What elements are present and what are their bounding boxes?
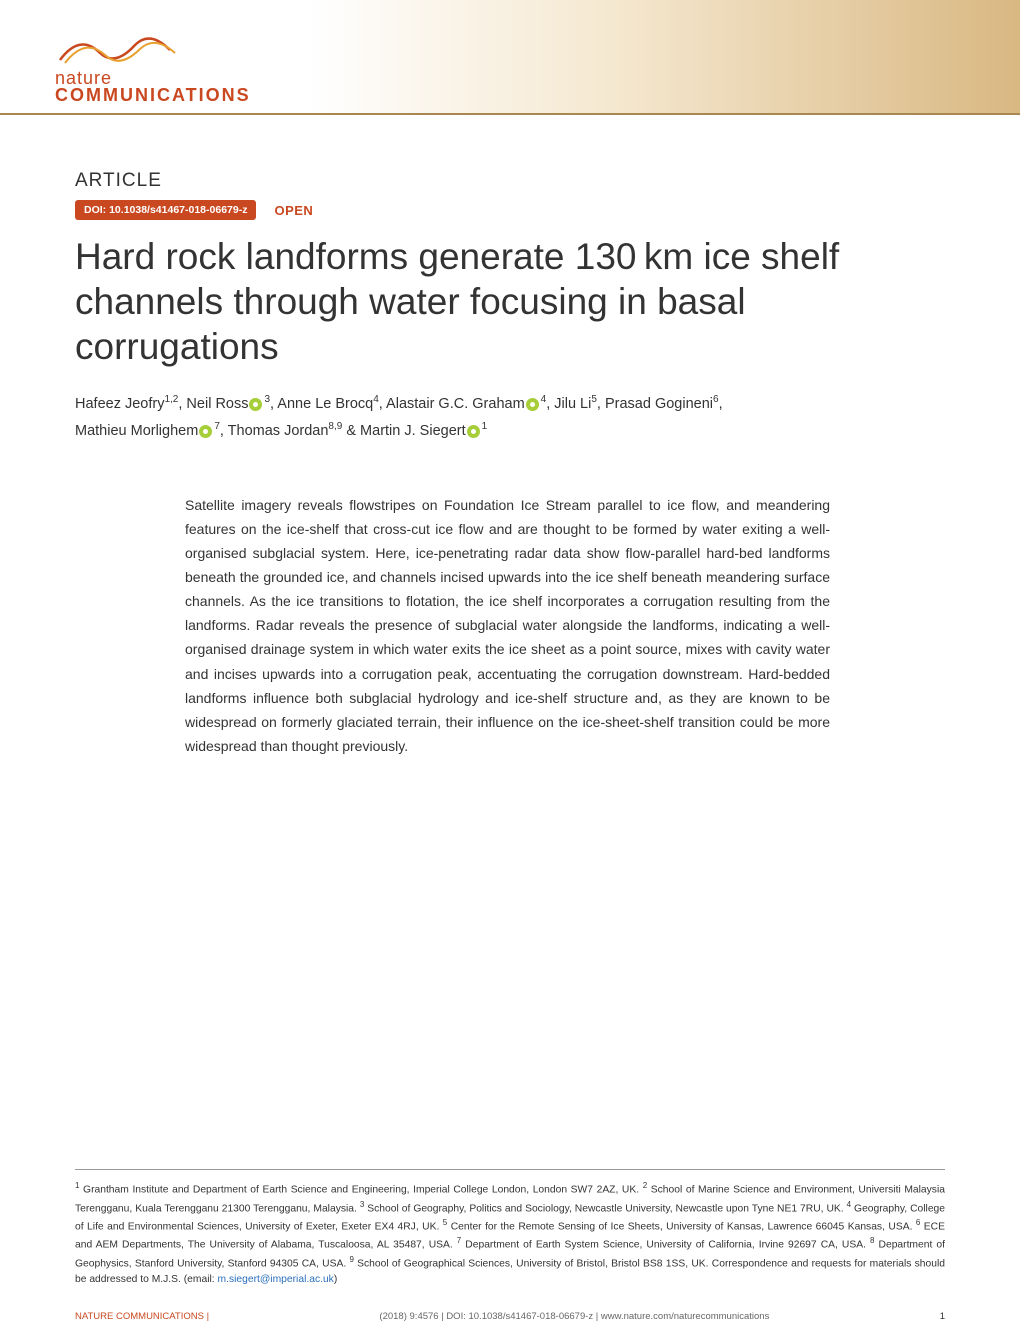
logo-text-communications: COMMUNICATIONS — [55, 85, 251, 106]
author-list: Hafeez Jeofry1,2, Neil Ross3, Anne Le Br… — [75, 391, 945, 445]
abstract-text: Satellite imagery reveals flowstripes on… — [185, 493, 830, 758]
logo-swoosh-icon — [55, 25, 235, 65]
footer-journal-name: NATURE COMMUNICATIONS | — [75, 1311, 209, 1322]
page-number: 1 — [940, 1311, 945, 1322]
authors-line-2: Mathieu Morlighem7, Thomas Jordan8,9 & M… — [75, 418, 945, 445]
doi-row: DOI: 10.1038/s41467-018-06679-z OPEN — [75, 200, 945, 220]
orcid-icon[interactable] — [526, 398, 539, 411]
authors-line-1: Hafeez Jeofry1,2, Neil Ross3, Anne Le Br… — [75, 391, 945, 418]
article-title: Hard rock landforms generate 130 km ice … — [75, 234, 945, 369]
open-access-badge: OPEN — [274, 203, 313, 218]
orcid-icon[interactable] — [249, 398, 262, 411]
article-type-label: ARTICLE — [75, 170, 945, 192]
journal-banner: nature COMMUNICATIONS — [0, 0, 1020, 115]
orcid-icon[interactable] — [199, 425, 212, 438]
orcid-icon[interactable] — [467, 425, 480, 438]
correspondence-email[interactable]: m.siegert@imperial.ac.uk — [218, 1274, 334, 1285]
journal-logo: nature COMMUNICATIONS — [55, 25, 251, 106]
affiliations-block: 1 Grantham Institute and Department of E… — [75, 1169, 945, 1288]
page-footer: NATURE COMMUNICATIONS | (2018) 9:4576 | … — [75, 1311, 945, 1322]
doi-badge[interactable]: DOI: 10.1038/s41467-018-06679-z — [75, 200, 256, 220]
footer-citation: (2018) 9:4576 | DOI: 10.1038/s41467-018-… — [209, 1311, 940, 1322]
article-content: ARTICLE DOI: 10.1038/s41467-018-06679-z … — [0, 115, 1020, 758]
